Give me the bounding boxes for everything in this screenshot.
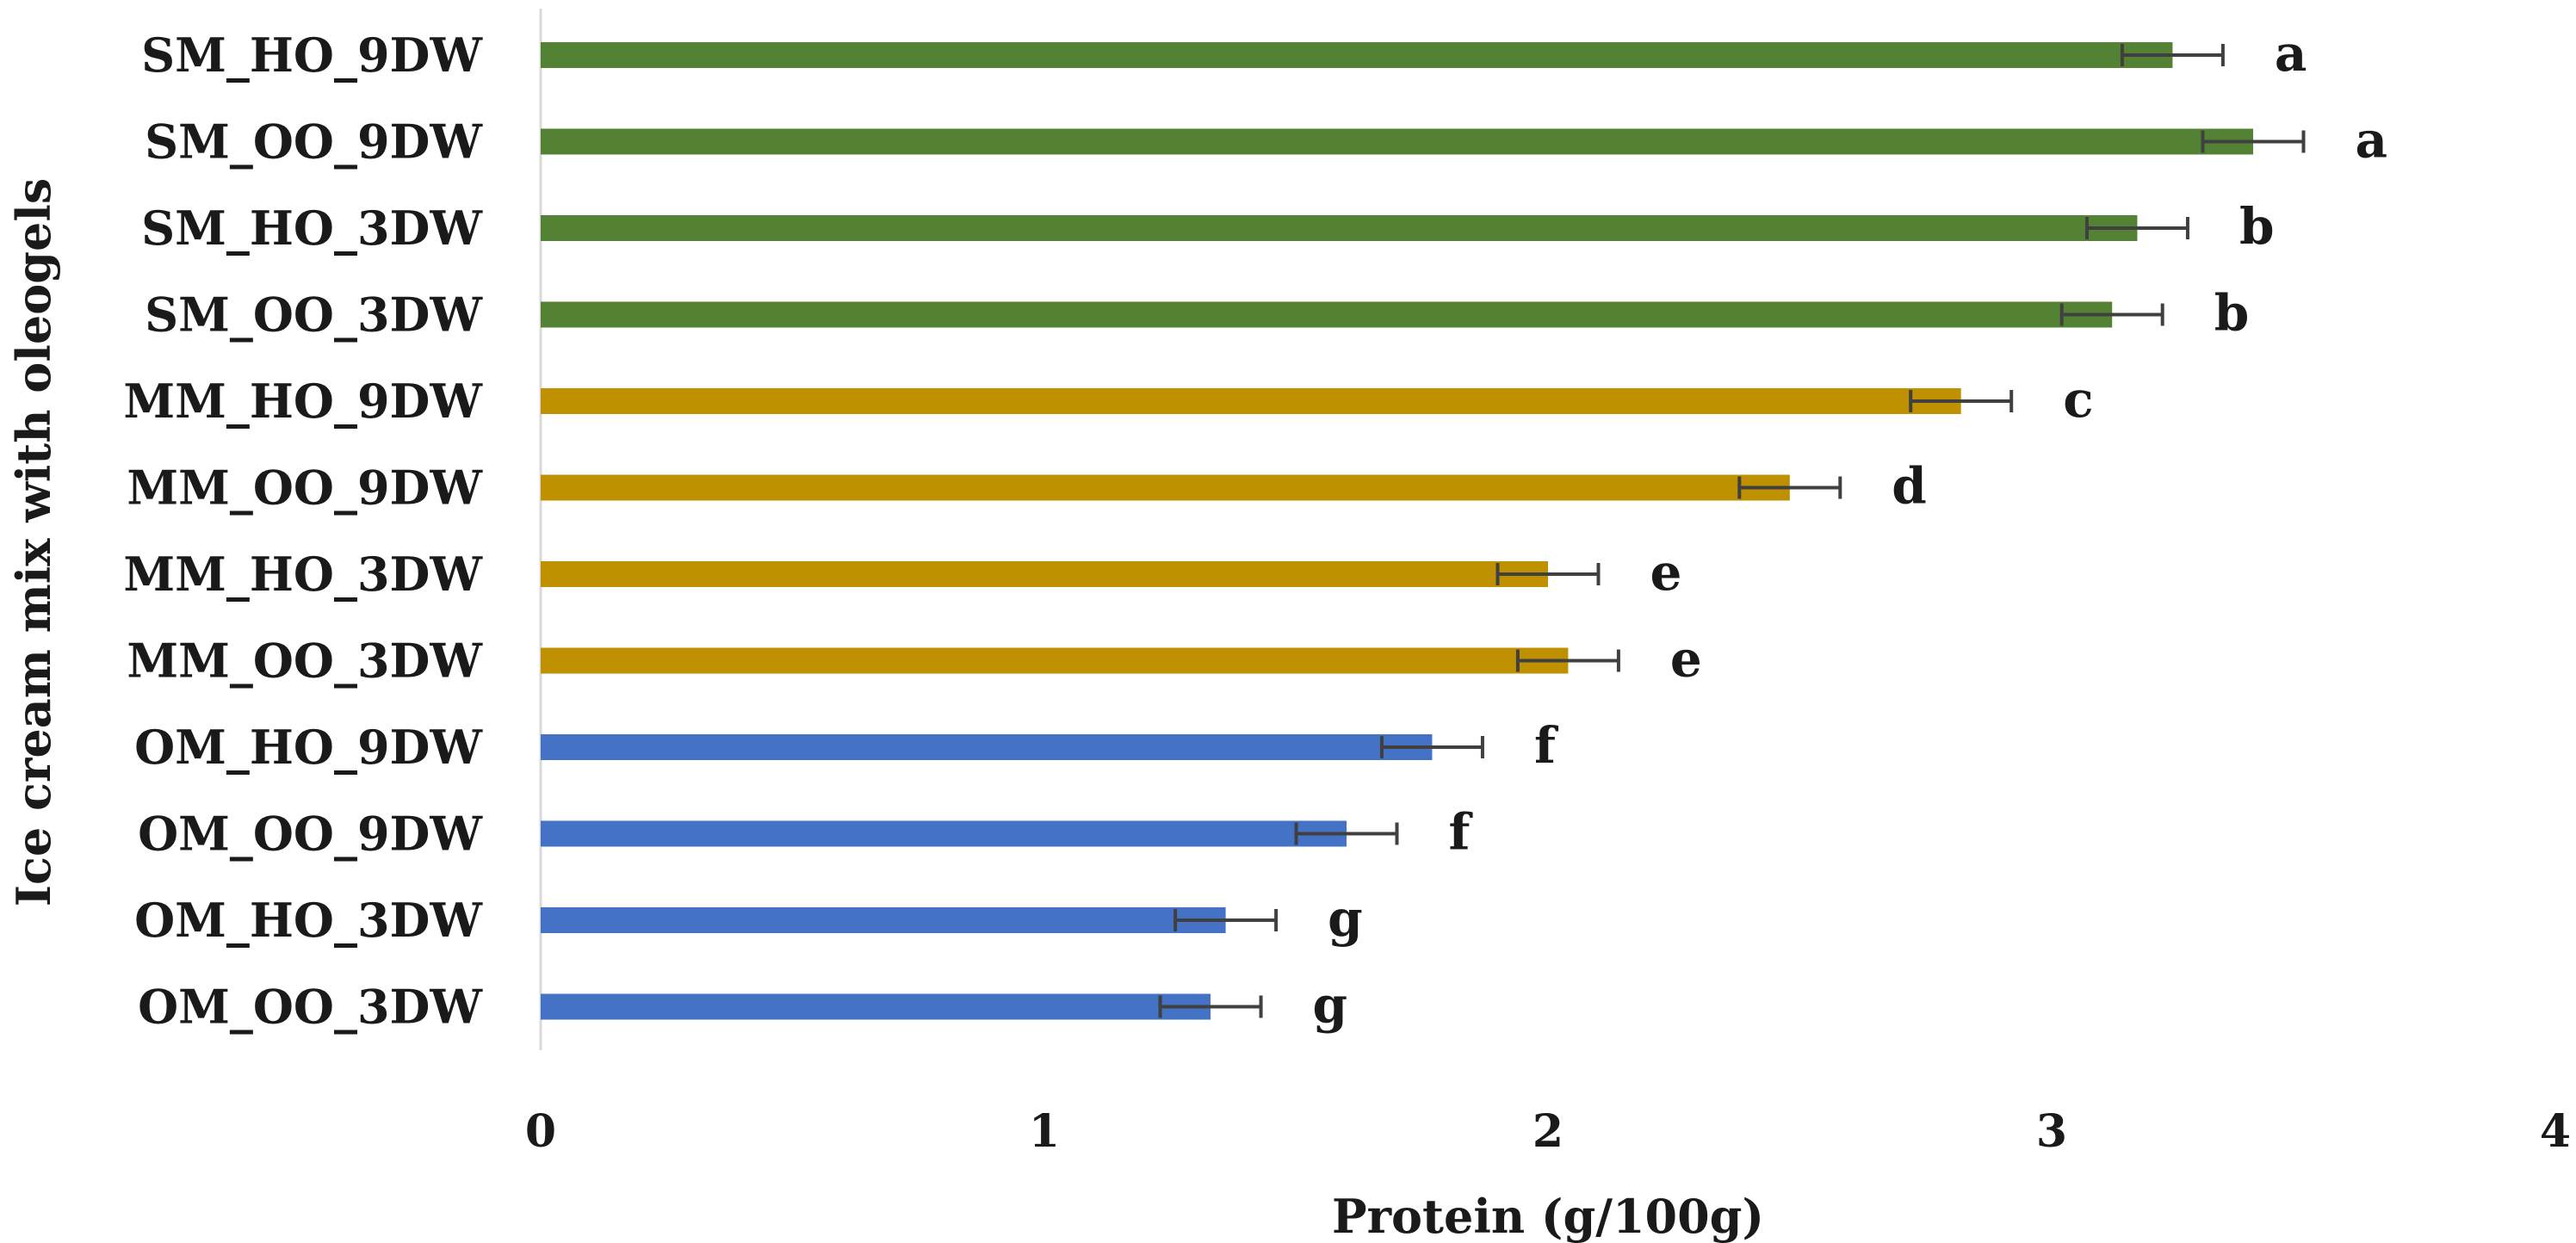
axes-group: 0 1 2 3 4	[525, 9, 2571, 1158]
category-label: MM_OO_3DW	[127, 634, 483, 689]
bar-om-oo-9dw	[541, 820, 1347, 847]
bars-group	[541, 42, 2253, 1020]
bar-sm-oo-9dw	[541, 128, 2253, 155]
labels-group: SM_HO_9DW aSM_OO_9DW aSM_HO_3DW bSM_OO_3DW b…	[123, 24, 2387, 1035]
category-label: SM_HO_3DW	[141, 201, 483, 256]
bar-om-oo-3dw	[541, 993, 1211, 1020]
category-label: OM_OO_9DW	[138, 807, 483, 862]
bar-mm-oo-9dw	[541, 474, 1790, 501]
x-axis-title: Protein (g/100g)	[1332, 1189, 1764, 1243]
bar-mm-ho-9dw	[541, 388, 1961, 414]
significance-letter: g	[1328, 889, 1363, 948]
category-label: SM_OO_3DW	[145, 288, 483, 343]
y-axis-title: Ice cream mix with oleogels	[6, 178, 61, 907]
category-label: OM_HO_3DW	[134, 893, 483, 948]
significance-letter: f	[1534, 716, 1559, 775]
x-tick-label: 0	[525, 1105, 556, 1158]
bar-mm-oo-3dw	[541, 647, 1569, 674]
significance-letter: g	[1313, 976, 1348, 1035]
x-tick-label: 1	[1029, 1105, 1060, 1158]
error-bars-group	[1158, 44, 2306, 1018]
bar-sm-ho-9dw	[541, 42, 2173, 68]
x-tick-label: 4	[2540, 1105, 2571, 1158]
significance-letter: e	[1670, 630, 1702, 689]
significance-letter: b	[2214, 284, 2250, 343]
x-tick-label: 3	[2036, 1105, 2067, 1158]
significance-letter: f	[1449, 803, 1474, 862]
category-label: OM_HO_9DW	[134, 720, 483, 775]
category-label: MM_HO_3DW	[123, 547, 483, 602]
bar-mm-ho-3dw	[541, 561, 1548, 587]
significance-letter: e	[1650, 543, 1682, 602]
significance-letter: d	[1892, 457, 1927, 516]
bar-sm-ho-3dw	[541, 215, 2138, 241]
bar-om-ho-3dw	[541, 907, 1226, 933]
bar-sm-oo-3dw	[541, 301, 2113, 328]
category-label: MM_OO_9DW	[127, 461, 483, 516]
category-label: MM_HO_9DW	[123, 374, 483, 429]
category-label: OM_OO_3DW	[138, 980, 483, 1035]
x-tick-label: 2	[1533, 1105, 1564, 1158]
significance-letter: a	[2275, 24, 2307, 83]
significance-letter: a	[2356, 111, 2388, 170]
category-label: SM_OO_9DW	[145, 114, 483, 170]
bar-om-ho-9dw	[541, 734, 1433, 760]
category-label: SM_HO_9DW	[141, 28, 483, 83]
significance-letter: c	[2063, 370, 2093, 429]
significance-letter: b	[2239, 197, 2275, 256]
